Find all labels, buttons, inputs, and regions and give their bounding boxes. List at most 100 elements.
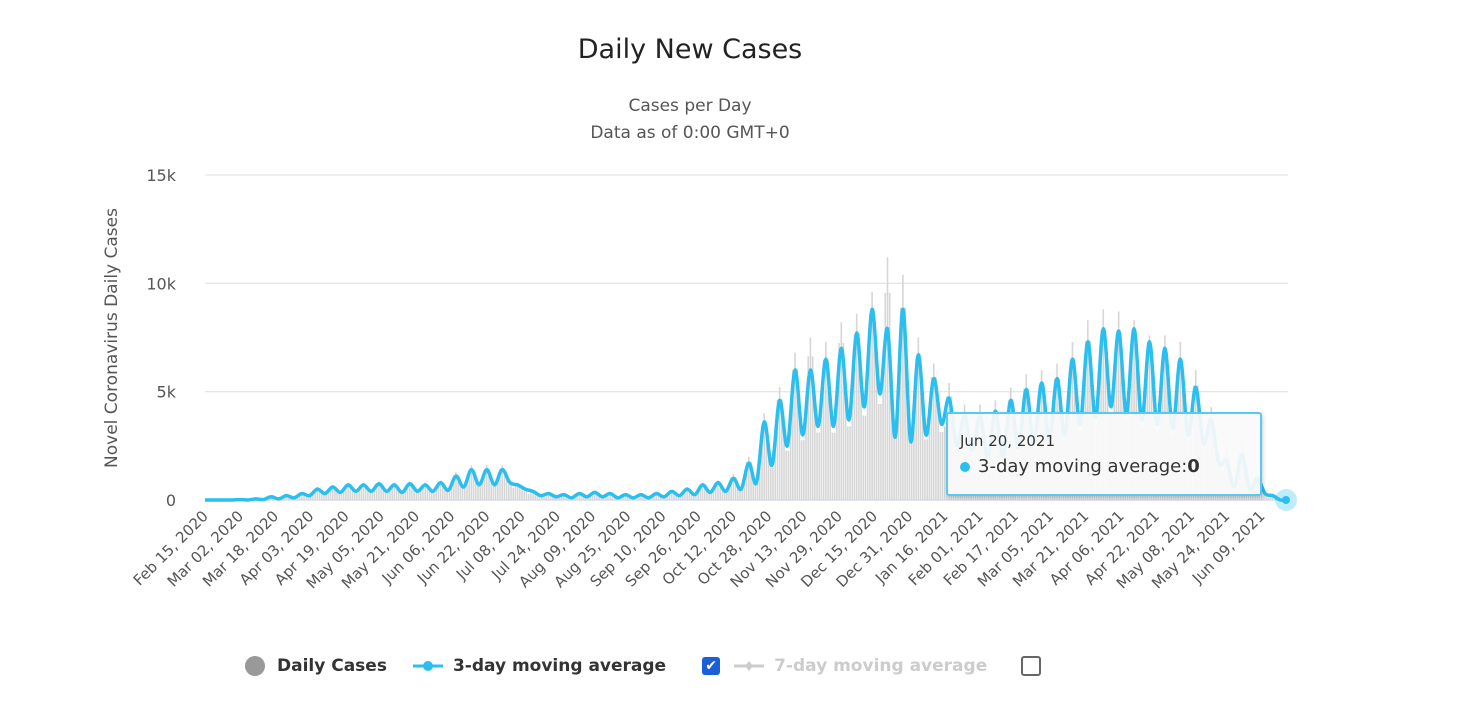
daily-cases-bar <box>756 483 759 500</box>
daily-cases-bar <box>514 484 517 500</box>
daily-cases-bar <box>858 333 860 500</box>
line-marker-icon <box>412 661 443 671</box>
daily-cases-bar <box>1265 493 1267 500</box>
daily-cases-bar <box>765 424 768 500</box>
daily-cases-bar <box>849 426 851 500</box>
tooltip-series: 3-day moving average: <box>978 456 1188 477</box>
daily-cases-bar <box>604 495 607 500</box>
daily-cases-bar <box>367 488 369 500</box>
daily-cases-bar <box>492 486 495 500</box>
daily-cases-bar <box>897 382 900 500</box>
tooltip-value: 0 <box>1187 456 1200 477</box>
daily-cases-bar <box>800 440 803 500</box>
daily-cases-bar <box>329 486 332 500</box>
daily-cases-bar <box>781 399 783 500</box>
daily-cases-bar <box>673 491 675 500</box>
daily-cases-bar <box>915 357 917 500</box>
daily-cases-bar <box>714 482 717 500</box>
daily-cases-bar <box>882 373 884 500</box>
daily-cases-bar <box>732 474 735 500</box>
daily-cases-bar <box>919 357 922 500</box>
daily-cases-bar <box>864 415 867 500</box>
daily-cases-bar <box>373 488 376 500</box>
daily-cases-bar <box>941 431 944 500</box>
daily-cases-bar <box>541 496 543 500</box>
legend-3day-ma[interactable]: 3-day moving average <box>412 656 666 676</box>
daily-cases-bar <box>855 313 858 500</box>
daily-cases-bar <box>924 439 926 500</box>
daily-cases-bar <box>389 489 391 500</box>
y-tick-label: 15k <box>146 166 176 185</box>
daily-cases-bar <box>327 490 330 500</box>
daily-cases-bar <box>816 432 818 500</box>
daily-cases-bar <box>838 342 840 500</box>
daily-cases-bar <box>690 492 693 500</box>
daily-cases-bar <box>805 398 807 500</box>
daily-cases-bar <box>494 486 497 500</box>
daily-cases-bar <box>415 492 418 500</box>
daily-cases-bar <box>814 398 816 500</box>
daily-cases-bar <box>902 274 904 500</box>
daily-cases-bar <box>556 496 559 500</box>
daily-cases-bar <box>538 496 541 500</box>
daily-cases-bar <box>323 494 325 500</box>
daily-cases-bar <box>679 496 682 500</box>
daily-cases-bar <box>875 363 878 500</box>
daily-cases-bar <box>763 413 766 500</box>
daily-cases-bar <box>558 496 561 500</box>
hover-point <box>1282 496 1290 504</box>
3-day-moving-average-line <box>204 307 1287 503</box>
daily-cases-bar <box>1267 497 1270 500</box>
daily-cases-bar <box>400 493 402 500</box>
daily-cases-bar <box>860 379 862 500</box>
daily-cases-bar <box>840 322 843 500</box>
daily-cases-bar <box>307 496 310 500</box>
daily-cases-bar <box>825 341 827 500</box>
daily-cases-bar <box>552 495 554 500</box>
ma7-checkbox[interactable] <box>1021 656 1042 676</box>
daily-cases-bar <box>375 483 378 500</box>
daily-cases-bar <box>712 487 715 500</box>
daily-cases-bar <box>347 482 349 500</box>
chart-subtitle: Cases per Day <box>628 96 752 116</box>
legend: Daily Cases 3-day moving average ✔ 7-day… <box>245 656 1055 676</box>
daily-cases-bar <box>437 482 440 500</box>
daily-cases-bar <box>477 486 479 500</box>
y-tick-label: 5k <box>157 383 177 402</box>
daily-cases-bar <box>351 488 354 500</box>
daily-cases-bar <box>459 482 462 500</box>
daily-cases-bar <box>325 494 327 500</box>
daily-cases-bar <box>534 491 537 500</box>
daily-cases-bar <box>723 492 726 500</box>
daily-cases-bar <box>360 484 363 500</box>
legend-label: Daily Cases <box>277 656 387 676</box>
daily-cases-bar <box>659 495 662 500</box>
daily-cases-bar <box>803 440 805 500</box>
daily-cases-bar <box>490 478 493 500</box>
daily-cases-bar <box>430 492 433 500</box>
chart-title: Daily New Cases <box>577 34 803 65</box>
daily-cases-bar <box>450 482 453 500</box>
daily-cases-bar <box>545 493 548 500</box>
daily-cases-bar <box>734 477 737 500</box>
daily-cases-bar <box>736 484 739 500</box>
daily-cases-bar <box>695 494 697 500</box>
daily-cases-bar <box>939 431 942 500</box>
daily-cases-bar <box>937 407 939 500</box>
daily-cases-bar <box>869 314 871 500</box>
ma3-checkbox[interactable]: ✔ <box>702 657 721 675</box>
daily-cases-bar <box>305 494 308 500</box>
daily-cases-bar <box>452 475 455 500</box>
daily-cases-bar <box>708 493 710 500</box>
daily-cases-bar <box>1117 311 1120 500</box>
line-marker-icon <box>734 661 765 671</box>
legend-7day-ma[interactable]: 7-day moving average <box>734 656 987 676</box>
daily-cases-bar <box>767 448 770 500</box>
daily-cases-bar <box>719 482 721 500</box>
daily-cases-bar <box>446 491 448 500</box>
tooltip-date: Jun 20, 2021 <box>960 432 1056 450</box>
daily-cases-bar <box>770 467 772 500</box>
legend-daily-cases[interactable]: Daily Cases <box>245 656 387 676</box>
